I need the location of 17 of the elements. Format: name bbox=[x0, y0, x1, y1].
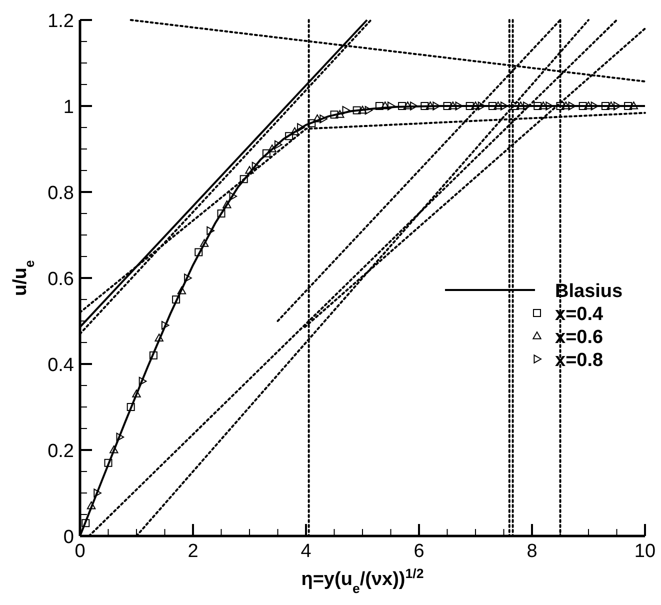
x-axis-title: η=y(u$_{e}$/(νx))$^{1/2}$ bbox=[301, 566, 424, 596]
legend-label: x=0.4 bbox=[555, 304, 604, 325]
x-tick-label: 6 bbox=[414, 541, 424, 562]
x-tick-label: 4 bbox=[300, 541, 312, 562]
y-tick-label: 1.2 bbox=[48, 11, 74, 32]
y-tick-label: 1 bbox=[63, 97, 74, 118]
y-tick-label: 0.6 bbox=[48, 269, 74, 290]
y-tick-label: 0 bbox=[63, 527, 74, 548]
x-tick-label: 2 bbox=[188, 541, 198, 562]
y-tick-label: 0.2 bbox=[48, 441, 74, 462]
legend-label: Blasius bbox=[555, 281, 623, 302]
x-tick-label: 8 bbox=[526, 541, 538, 562]
legend-label: x=0.6 bbox=[555, 327, 604, 348]
legend-label: x=0.8 bbox=[555, 350, 604, 371]
y-tick-label: 0.4 bbox=[48, 355, 74, 376]
y-tick-label: 0.8 bbox=[48, 183, 74, 204]
x-tick-label: 10 bbox=[634, 541, 656, 562]
